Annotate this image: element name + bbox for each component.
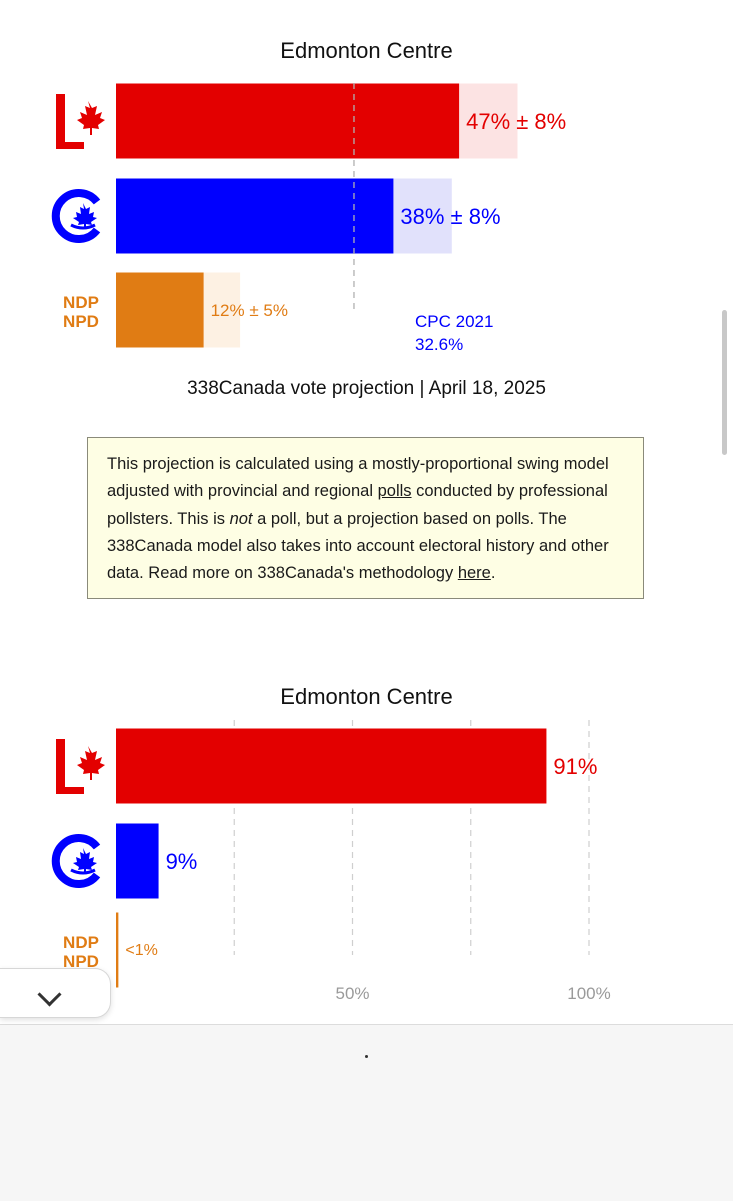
liberal-l-shape bbox=[56, 739, 84, 794]
ndp-logo-text: NDP bbox=[63, 933, 99, 952]
conservative-c-shape bbox=[51, 834, 101, 888]
ndp-logo-text: NPD bbox=[63, 952, 99, 971]
conservative-logo-icon bbox=[51, 834, 101, 888]
note-text: conducted by professional pollsters. Thi… bbox=[107, 482, 608, 528]
note-text: This projection is calculated using a mo… bbox=[107, 455, 609, 501]
data-label: 91% bbox=[553, 754, 597, 779]
chart-title: Edmonton Centre bbox=[280, 38, 453, 63]
bar bbox=[116, 178, 394, 254]
data-label: 47% ± 8% bbox=[466, 109, 566, 134]
x-tick-label: 100% bbox=[567, 984, 610, 1003]
note-text: . bbox=[490, 564, 496, 583]
data-label: 38% ± 8% bbox=[400, 204, 500, 229]
ndp-logo-text: NPD bbox=[63, 312, 99, 331]
methodology-link[interactable]: here bbox=[457, 564, 491, 583]
reference-value: 32.6% bbox=[415, 335, 463, 354]
maple-leaf-icon bbox=[77, 746, 105, 780]
bar bbox=[116, 912, 119, 988]
maple-leaf-icon bbox=[73, 203, 97, 229]
note-emphasis: not bbox=[229, 509, 253, 528]
x-tick-label: 50% bbox=[335, 984, 369, 1003]
methodology-note: This projection is calculated using a mo… bbox=[87, 437, 644, 600]
reference-label: CPC 2021 bbox=[415, 312, 493, 331]
note-text: a poll, but a projection based on polls.… bbox=[107, 509, 609, 583]
bar bbox=[116, 728, 547, 804]
chart-title: Edmonton Centre bbox=[280, 684, 453, 709]
data-label: 12% ± 5% bbox=[211, 301, 288, 320]
scrollbar-thumb[interactable] bbox=[722, 310, 727, 455]
chart-caption: 338Canada vote projection | April 18, 20… bbox=[187, 378, 546, 399]
maple-leaf-icon bbox=[73, 848, 97, 874]
liberal-l-shape bbox=[56, 94, 84, 149]
conservative-swoosh bbox=[70, 223, 96, 230]
data-label: <1% bbox=[125, 942, 157, 959]
liberal-logo-icon bbox=[56, 94, 105, 149]
bottom-panel bbox=[0, 1024, 733, 1201]
conservative-c-shape bbox=[51, 189, 101, 243]
collapse-toggle-button[interactable] bbox=[0, 968, 111, 1018]
maple-leaf-icon bbox=[77, 101, 105, 135]
data-label: 9% bbox=[166, 849, 198, 874]
conservative-swoosh bbox=[70, 868, 96, 875]
bar bbox=[116, 823, 159, 899]
liberal-logo-icon bbox=[56, 739, 105, 794]
bar bbox=[116, 272, 204, 348]
ndp-logo-text: NDP bbox=[63, 293, 99, 312]
polls-link[interactable]: polls bbox=[377, 482, 412, 501]
conservative-logo-icon bbox=[51, 189, 101, 243]
bar bbox=[116, 83, 460, 159]
page-indicator-dot bbox=[365, 1055, 368, 1058]
